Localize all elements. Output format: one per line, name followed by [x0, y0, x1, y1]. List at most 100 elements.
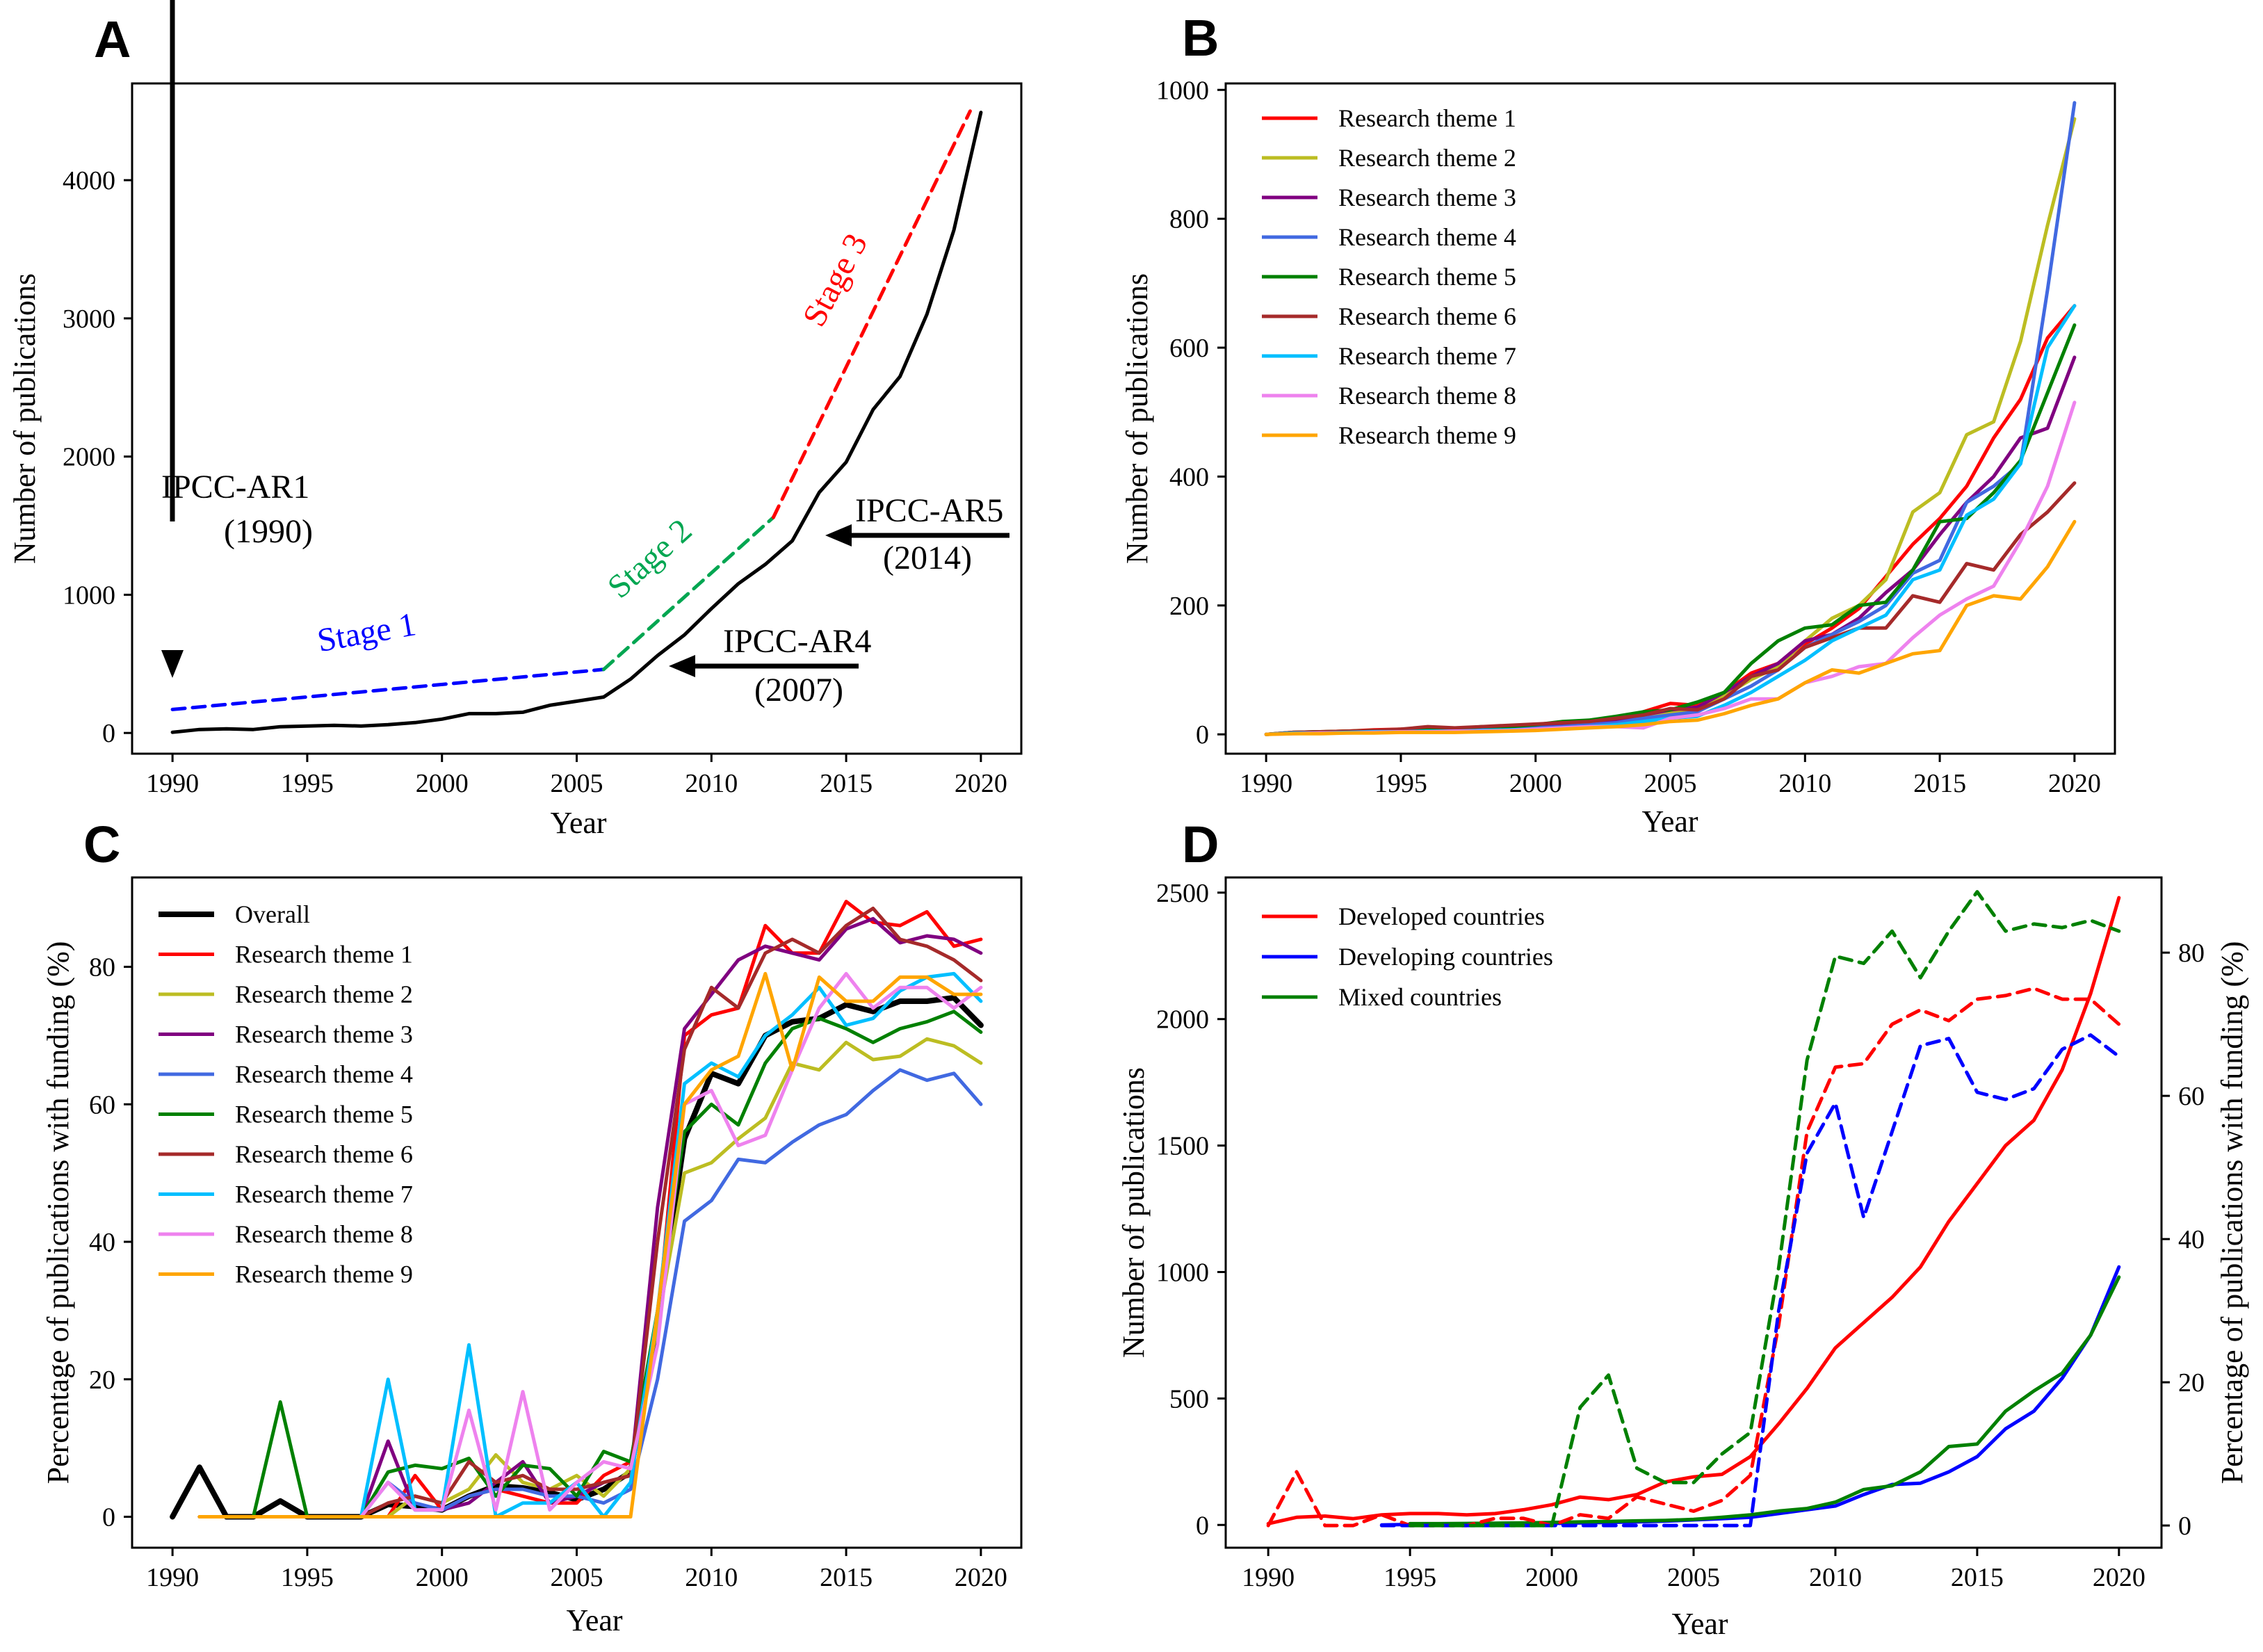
panel-d-ylabel-right: Percentage of publications with funding … — [2215, 941, 2249, 1484]
panel-d-xtick-label: 1995 — [1384, 1563, 1436, 1592]
series-line-stage-3-trend — [771, 109, 972, 519]
panel-b-ytick-label: 1000 — [1156, 76, 1209, 105]
panel-d-ytick-right-label: 80 — [2178, 939, 2205, 968]
legend-label-research-theme-3: Research theme 3 — [1338, 184, 1516, 211]
panel-b-xtick-label: 1990 — [1240, 769, 1292, 798]
stage-2-label: Stage 2 — [601, 512, 699, 606]
panel-a-xtick-label: 2005 — [551, 769, 603, 798]
panel-a-ytick-label: 4000 — [63, 166, 115, 195]
panel-a-axes-frame — [131, 82, 1023, 755]
panel-b-xtick-label: 2000 — [1509, 769, 1562, 798]
panel-d-ytick-label: 1500 — [1156, 1132, 1209, 1161]
panel-c-ylabel: Percentage of publications with funding … — [41, 941, 75, 1484]
ipcc-ar4-year: (2007) — [754, 672, 843, 708]
legend-label-research-theme-4: Research theme 4 — [1338, 223, 1516, 251]
panel-b-ytick-label: 0 — [1196, 720, 1209, 750]
legend-label-research-theme-6: Research theme 6 — [235, 1140, 413, 1168]
series-line-developing-countries-funding — [1379, 1033, 2121, 1528]
panel-a-ytick-label: 1000 — [63, 581, 115, 610]
legend-label-mixed-countries: Mixed countries — [1338, 983, 1502, 1011]
panel-d-ytick-label: 500 — [1169, 1384, 1209, 1414]
series-line-research-theme-6 — [1264, 481, 2077, 736]
stage-1-label: Stage 1 — [314, 606, 419, 659]
legend-label-research-theme-1: Research theme 1 — [235, 941, 413, 969]
series-line-research-theme-4 — [197, 1068, 983, 1519]
panel-b-ytick-label: 600 — [1169, 334, 1209, 363]
panel-d-xtick-label: 1990 — [1242, 1563, 1295, 1592]
panel-d-xtick-label: 2005 — [1667, 1563, 1720, 1592]
panel-a-ticks: 1990 1995 2000 2005 2010 2015 2020 0 1000 2000 300… — [63, 166, 1007, 798]
legend-label-research-theme-9: Research theme 9 — [1338, 421, 1516, 449]
legend-label-research-theme-6: Research theme 6 — [1338, 302, 1516, 330]
panel-a-series — [170, 109, 983, 734]
panel-d-axes-frame — [1224, 876, 2163, 1549]
panel-d-ytick-right-label: 40 — [2178, 1225, 2205, 1254]
panel-c-xtick-label: 1995 — [281, 1563, 334, 1592]
series-line-research-theme-9 — [1264, 519, 2077, 736]
panel-d-xtick-label: 2020 — [2093, 1563, 2146, 1592]
ipcc-ar5-year: (2014) — [883, 540, 972, 576]
legend-label-overall: Overall — [235, 900, 310, 928]
panel-a-ytick-label: 3000 — [63, 305, 115, 334]
panel-c-xlabel: Year — [566, 1603, 622, 1637]
legend-label-research-theme-2: Research theme 2 — [1338, 144, 1516, 172]
series-line-mixed-countries — [1408, 1275, 2121, 1525]
panel-b-ytick-label: 400 — [1169, 462, 1209, 492]
panel-a-xtick-label: 2020 — [955, 769, 1007, 798]
panel-d-ytick-label: 2000 — [1156, 1005, 1209, 1035]
panel-a-ytick-label: 0 — [102, 719, 115, 748]
panel-a-xtick-label: 2010 — [685, 769, 738, 798]
panel-d-ylabel: Number of publications — [1117, 1067, 1151, 1358]
panel-b-chart: 1990 1995 2000 2005 2010 2015 2020 0 200 400 600 80… — [1120, 76, 2116, 839]
panel-b-ytick-label: 800 — [1169, 205, 1209, 234]
series-line-mixed-countries-funding — [1408, 890, 2121, 1528]
series-line-stage-2-trend — [601, 515, 775, 672]
panel-d-legend: Developed countries Developing countries M… — [1262, 902, 1553, 1011]
panel-b-xtick-label: 1995 — [1374, 769, 1427, 798]
panel-b-xtick-label: 2010 — [1778, 769, 1831, 798]
panel-b-legend: Research theme 1 Research theme 2 Research… — [1262, 104, 1516, 449]
ipcc-ar4-label: IPCC-AR4 — [723, 623, 871, 660]
panel-d-ytick-right-label: 20 — [2178, 1368, 2205, 1398]
panel-c-ytick-label: 40 — [89, 1228, 115, 1257]
panel-c-xtick-label: 2000 — [416, 1563, 469, 1592]
panel-b-ytick-label: 200 — [1169, 592, 1209, 621]
ipcc-ar5-label: IPCC-AR5 — [855, 492, 1003, 529]
panel-a-ytick-label: 2000 — [63, 443, 115, 472]
ipcc-ar4-arrow — [669, 655, 859, 677]
panel-b-xtick-label: 2005 — [1644, 769, 1697, 798]
panel-a-xlabel: Year — [550, 806, 606, 840]
legend-label-research-theme-4: Research theme 4 — [235, 1060, 413, 1088]
panel-letter-a: A — [94, 10, 131, 68]
panel-c-legend: Overall Research theme 1 Research theme 2 R… — [159, 900, 413, 1288]
stage-3-label: Stage 3 — [795, 227, 875, 332]
panel-d-series — [1266, 890, 2121, 1528]
panel-c-chart: 1990 1995 2000 2005 2010 2015 2020 0 20 40 60 80 Ov… — [41, 876, 1023, 1637]
panel-c-ytick-label: 80 — [89, 953, 115, 982]
panel-c-series — [170, 900, 984, 1520]
panel-c-xtick-label: 1990 — [146, 1563, 199, 1592]
panel-c-ticks: 1990 1995 2000 2005 2010 2015 2020 0 20 40 60 80 — [89, 953, 1007, 1592]
panel-c-ytick-label: 60 — [89, 1090, 115, 1119]
panel-a-xtick-label: 2000 — [416, 769, 469, 798]
panel-d-xtick-label: 2015 — [1951, 1563, 2004, 1592]
panel-d-xtick-label: 2000 — [1525, 1563, 1578, 1592]
panel-d-ytick-right-label: 0 — [2178, 1512, 2191, 1541]
panel-b-xlabel: Year — [1641, 804, 1698, 839]
legend-label-research-theme-2: Research theme 2 — [235, 980, 413, 1008]
series-line-stage-1-trend — [170, 667, 606, 711]
legend-label-research-theme-3: Research theme 3 — [235, 1021, 413, 1048]
ipcc-ar1-year: (1990) — [224, 513, 313, 550]
panel-c-xtick-label: 2010 — [685, 1563, 738, 1592]
series-line-research-theme-8 — [1264, 400, 2077, 736]
legend-label-research-theme-9: Research theme 9 — [235, 1261, 413, 1288]
panel-b-series — [1264, 101, 2077, 736]
panel-a-xtick-label: 1990 — [146, 769, 199, 798]
ipcc-ar1-arrow — [161, 0, 184, 678]
panel-letter-d: D — [1182, 816, 1219, 873]
ipcc-ar5-arrow — [825, 524, 1009, 546]
panel-a-xtick-label: 2015 — [820, 769, 873, 798]
panel-d-chart: 1990 1995 2000 2005 2010 2015 2020 0 500 1000 1500… — [1117, 876, 2249, 1641]
panel-d-xtick-label: 2010 — [1809, 1563, 1862, 1592]
